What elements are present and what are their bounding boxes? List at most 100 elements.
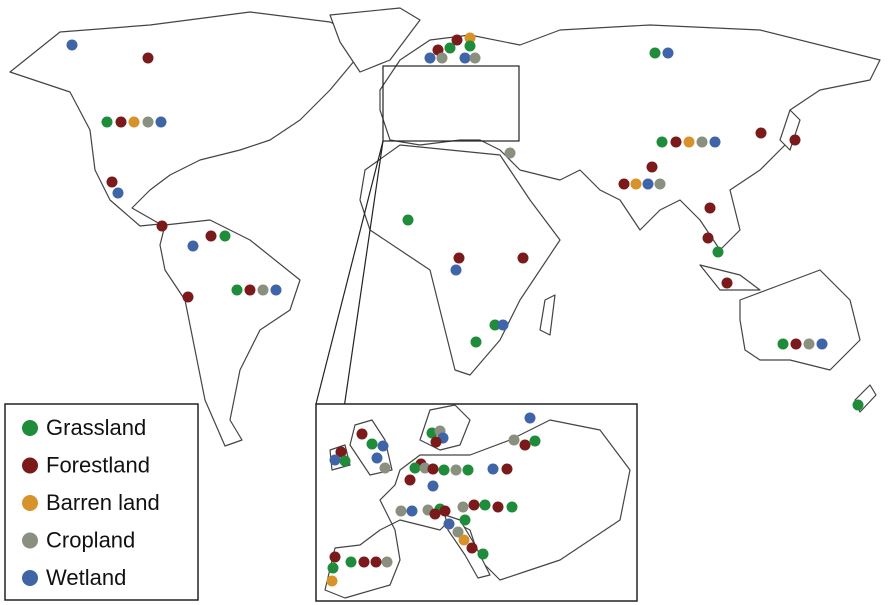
site-dot [406, 505, 418, 517]
site-dot [618, 178, 630, 190]
site-dot [182, 291, 194, 303]
site-dot [106, 176, 118, 188]
madagascar [539, 294, 556, 336]
legend-label: Grassland [46, 415, 146, 440]
site-dot [489, 319, 501, 331]
legend-label: Forestland [46, 452, 150, 477]
site-dot [379, 462, 391, 474]
site-dot [662, 47, 674, 59]
north-america [9, 11, 371, 227]
legend: Grassland Forestland Barren land Cropland We… [4, 403, 199, 601]
site-dot [630, 178, 642, 190]
legend-swatch [22, 457, 38, 474]
legend-label: Wetland [46, 565, 126, 590]
legend-swatch [22, 420, 38, 436]
site-dot [702, 232, 714, 244]
site-dot [459, 52, 471, 64]
site-dot [443, 518, 455, 530]
site-dot [450, 464, 462, 476]
site-dot [395, 505, 407, 517]
site-dot [816, 338, 828, 350]
site-dot [231, 284, 243, 296]
indonesia [699, 264, 761, 291]
site-dot [755, 127, 767, 139]
site-dot [156, 220, 168, 232]
site-dot [477, 548, 489, 560]
site-dot [529, 435, 541, 447]
site-dot [257, 284, 269, 296]
site-dot [370, 556, 382, 568]
site-dot [356, 428, 368, 440]
site-dot [439, 505, 451, 517]
site-dot [459, 514, 471, 526]
site-dot [506, 501, 518, 513]
site-dot [457, 501, 469, 513]
site-dot [187, 240, 199, 252]
site-dot [329, 551, 341, 563]
site-dot [419, 462, 431, 474]
legend-swatch [22, 570, 38, 586]
zoom-box [382, 65, 520, 142]
site-dot [464, 32, 476, 44]
site-dot [803, 338, 815, 350]
site-dot [381, 556, 393, 568]
site-dot [704, 202, 716, 214]
site-dot [345, 556, 357, 568]
legend-items: Grassland Forestland Barren land Cropland We… [22, 415, 160, 590]
site-dot [371, 452, 383, 464]
site-dot [464, 40, 476, 52]
greenland [329, 7, 421, 73]
site-dot [404, 474, 416, 486]
site-dot [709, 136, 721, 148]
site-dot [430, 436, 442, 448]
site-dot [452, 526, 464, 538]
site-dot [469, 52, 481, 64]
site-dot [115, 116, 127, 128]
site-dot [712, 246, 724, 258]
site-dot [436, 52, 448, 64]
site-dot [205, 230, 217, 242]
legend-label: Cropland [46, 527, 135, 552]
site-dot [654, 178, 666, 190]
japan [779, 109, 801, 151]
site-dot [366, 438, 378, 450]
legend-swatch [22, 495, 38, 511]
site-dot [66, 39, 78, 51]
site-dot [517, 252, 529, 264]
site-dot [777, 338, 789, 350]
site-dot [377, 440, 389, 452]
site-dot [683, 136, 695, 148]
site-dot [458, 534, 470, 546]
site-dot [101, 116, 113, 128]
legend-swatch [22, 532, 38, 549]
site-dot [358, 556, 370, 568]
site-dot [649, 47, 661, 59]
site-dot [508, 434, 520, 446]
site-dot [444, 42, 456, 54]
site-dot [427, 480, 439, 492]
australia [739, 269, 861, 371]
site-dot [451, 34, 463, 46]
site-dot [329, 454, 341, 466]
site-dot [642, 178, 654, 190]
site-dot [424, 52, 436, 64]
site-dot [142, 52, 154, 64]
site-dot [656, 136, 668, 148]
site-dot [327, 562, 339, 574]
site-dot [492, 501, 504, 513]
site-dot [696, 136, 708, 148]
site-dot [462, 464, 474, 476]
site-dot [487, 463, 499, 475]
south-america [159, 219, 301, 447]
site-dot [155, 116, 167, 128]
site-dot [142, 116, 154, 128]
site-dot [789, 134, 801, 146]
site-dot [326, 575, 338, 587]
site-dot [721, 277, 733, 289]
site-dot [646, 161, 658, 173]
site-dot [470, 336, 482, 348]
legend-label: Barren land [46, 490, 160, 515]
site-dot [524, 412, 536, 424]
